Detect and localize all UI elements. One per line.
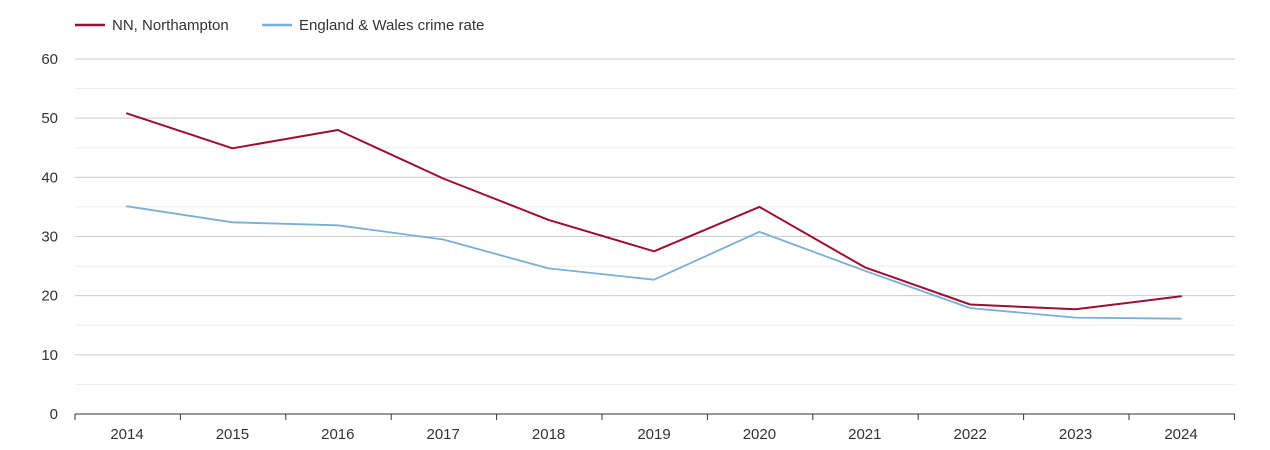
series-group — [126, 112, 1182, 320]
x-tick-label: 2018 — [532, 426, 565, 443]
y-tick-label: 60 — [41, 51, 58, 68]
x-axis: 2014 2015 2016 2017 2018 2019 2020 2021 2022 2023… — [74, 413, 1235, 443]
legend-label-england-wales: England & Wales crime rate — [299, 17, 484, 34]
grid — [75, 58, 1235, 385]
x-tick-label: 2016 — [321, 426, 354, 443]
y-tick-label: 10 — [41, 347, 58, 364]
y-axis: 0 10 20 30 40 50 60 — [41, 51, 58, 423]
legend-item-northampton[interactable]: NN, Northampton — [75, 17, 229, 34]
y-tick-label: 50 — [41, 110, 58, 127]
x-tick-label: 2015 — [216, 426, 249, 443]
legend: NN, Northampton England & Wales crime ra… — [75, 17, 484, 34]
y-tick-label: 0 — [50, 406, 58, 423]
y-tick-label: 40 — [41, 169, 58, 186]
x-tick-label: 2020 — [743, 426, 776, 443]
x-tick-label: 2023 — [1059, 426, 1092, 443]
x-tick-label: 2021 — [848, 426, 881, 443]
series-line-northampton — [126, 112, 1182, 311]
legend-item-england-wales[interactable]: England & Wales crime rate — [262, 17, 484, 34]
legend-label-northampton: NN, Northampton — [112, 17, 229, 34]
y-tick-label: 20 — [41, 288, 58, 305]
y-tick-label: 30 — [41, 229, 58, 246]
x-tick-label: 2014 — [110, 426, 143, 443]
x-tick-label: 2024 — [1164, 426, 1197, 443]
x-tick-label: 2022 — [954, 426, 987, 443]
x-tick-label: 2017 — [427, 426, 460, 443]
series-line-england-wales — [126, 205, 1182, 320]
x-tick-label: 2019 — [637, 426, 670, 443]
